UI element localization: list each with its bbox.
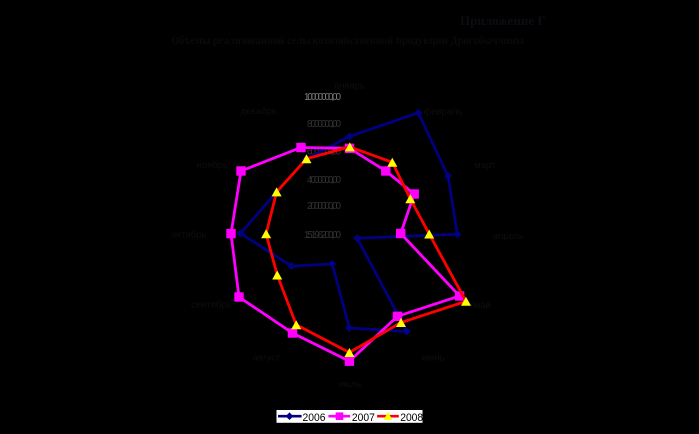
- svg-text:апрель: апрель: [493, 231, 524, 242]
- svg-text:8000000,00: 8000000,00: [307, 119, 342, 130]
- svg-text:март: март: [474, 160, 496, 171]
- svg-text:2006: 2006: [303, 412, 326, 424]
- svg-text:Приложение Г: Приложение Г: [460, 13, 546, 28]
- svg-text:февраль: февраль: [423, 107, 462, 118]
- svg-text:август: август: [253, 353, 281, 364]
- svg-text:июль: июль: [338, 379, 361, 390]
- svg-text:ноябрь: ноябрь: [197, 160, 228, 171]
- svg-text:10000000,00: 10000000,00: [304, 92, 342, 103]
- svg-text:2000000,00: 2000000,00: [307, 201, 342, 212]
- svg-text:2007: 2007: [352, 412, 375, 424]
- svg-text:декабрь: декабрь: [241, 106, 277, 117]
- svg-text:октябрь: октябрь: [172, 230, 207, 241]
- svg-text:6000000,00: 6000000,00: [307, 147, 342, 158]
- svg-text:15196200,00: 15196200,00: [304, 230, 342, 241]
- svg-text:сентябрь: сентябрь: [191, 299, 231, 310]
- svg-text:январь: январь: [334, 81, 365, 92]
- svg-text:май: май: [474, 300, 491, 311]
- svg-text:4000000,00: 4000000,00: [307, 175, 342, 186]
- svg-text:Объемы реализованной сельскохо: Объемы реализованной сельскохозяйственно…: [171, 35, 524, 47]
- svg-text:июнь: июнь: [422, 352, 445, 363]
- svg-text:2008: 2008: [400, 412, 423, 424]
